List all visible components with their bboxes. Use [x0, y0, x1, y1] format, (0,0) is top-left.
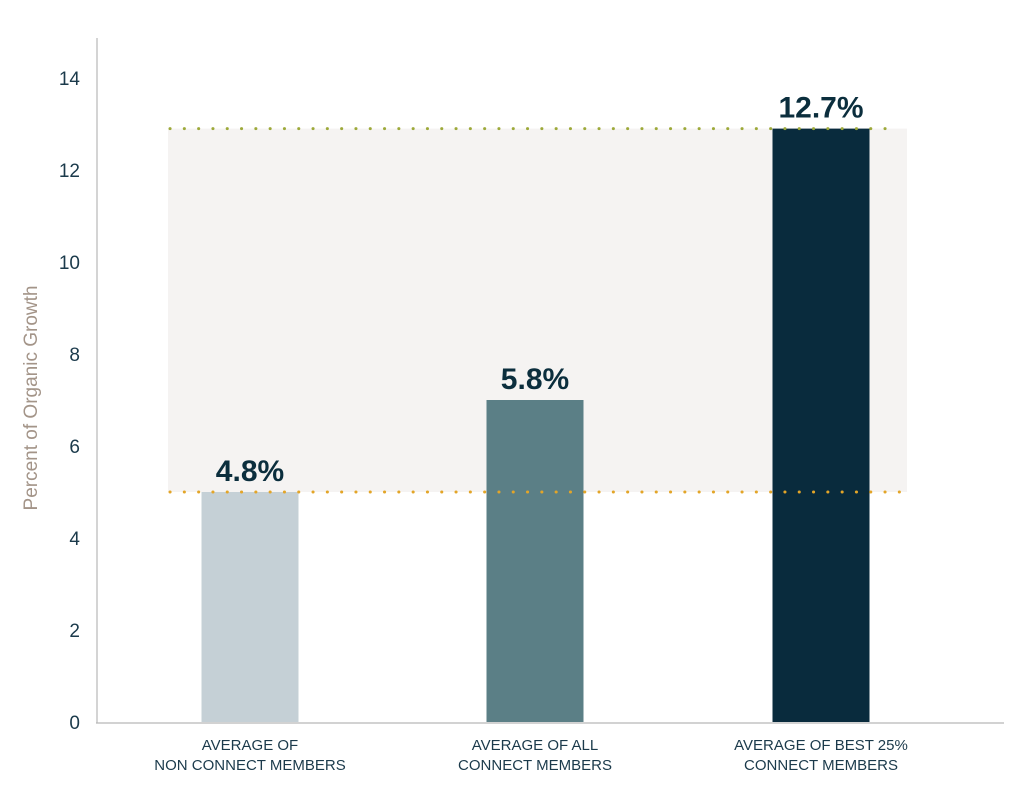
y-axis-title: Percent of Organic Growth — [21, 286, 42, 511]
data-label: 12.7% — [778, 92, 863, 125]
category-label: AVERAGE OF — [202, 737, 298, 754]
y-tick-label: 4 — [69, 529, 80, 550]
y-tick-label: 2 — [69, 621, 80, 642]
reference-lines-group — [168, 127, 909, 494]
y-tick-label: 10 — [59, 253, 80, 274]
y-tick-label: 8 — [69, 345, 80, 366]
bars-group — [201, 128, 870, 723]
axes-group: 0 2 4 6 8 10 12 14 — [59, 38, 1004, 734]
bar — [201, 492, 299, 722]
y-tick-label: 14 — [59, 69, 81, 90]
y-tick-label: 0 — [69, 713, 80, 734]
category-label: AVERAGE OF ALL — [472, 737, 598, 754]
category-label: CONNECT MEMBERS — [744, 757, 898, 774]
data-label: 5.8% — [501, 363, 569, 396]
category-label: NON CONNECT MEMBERS — [154, 757, 345, 774]
bar — [486, 400, 584, 722]
data-label: 4.8% — [216, 455, 284, 488]
y-tick-label: 6 — [69, 437, 80, 458]
category-label: AVERAGE OF BEST 25% — [734, 737, 908, 754]
y-tick-label: 12 — [59, 161, 80, 182]
category-label: CONNECT MEMBERS — [458, 757, 612, 774]
bar — [772, 128, 870, 723]
labels-group: 4.8% 5.8% 12.7% AVERAGE OF NON CONNECT MEMBE… — [154, 92, 908, 774]
